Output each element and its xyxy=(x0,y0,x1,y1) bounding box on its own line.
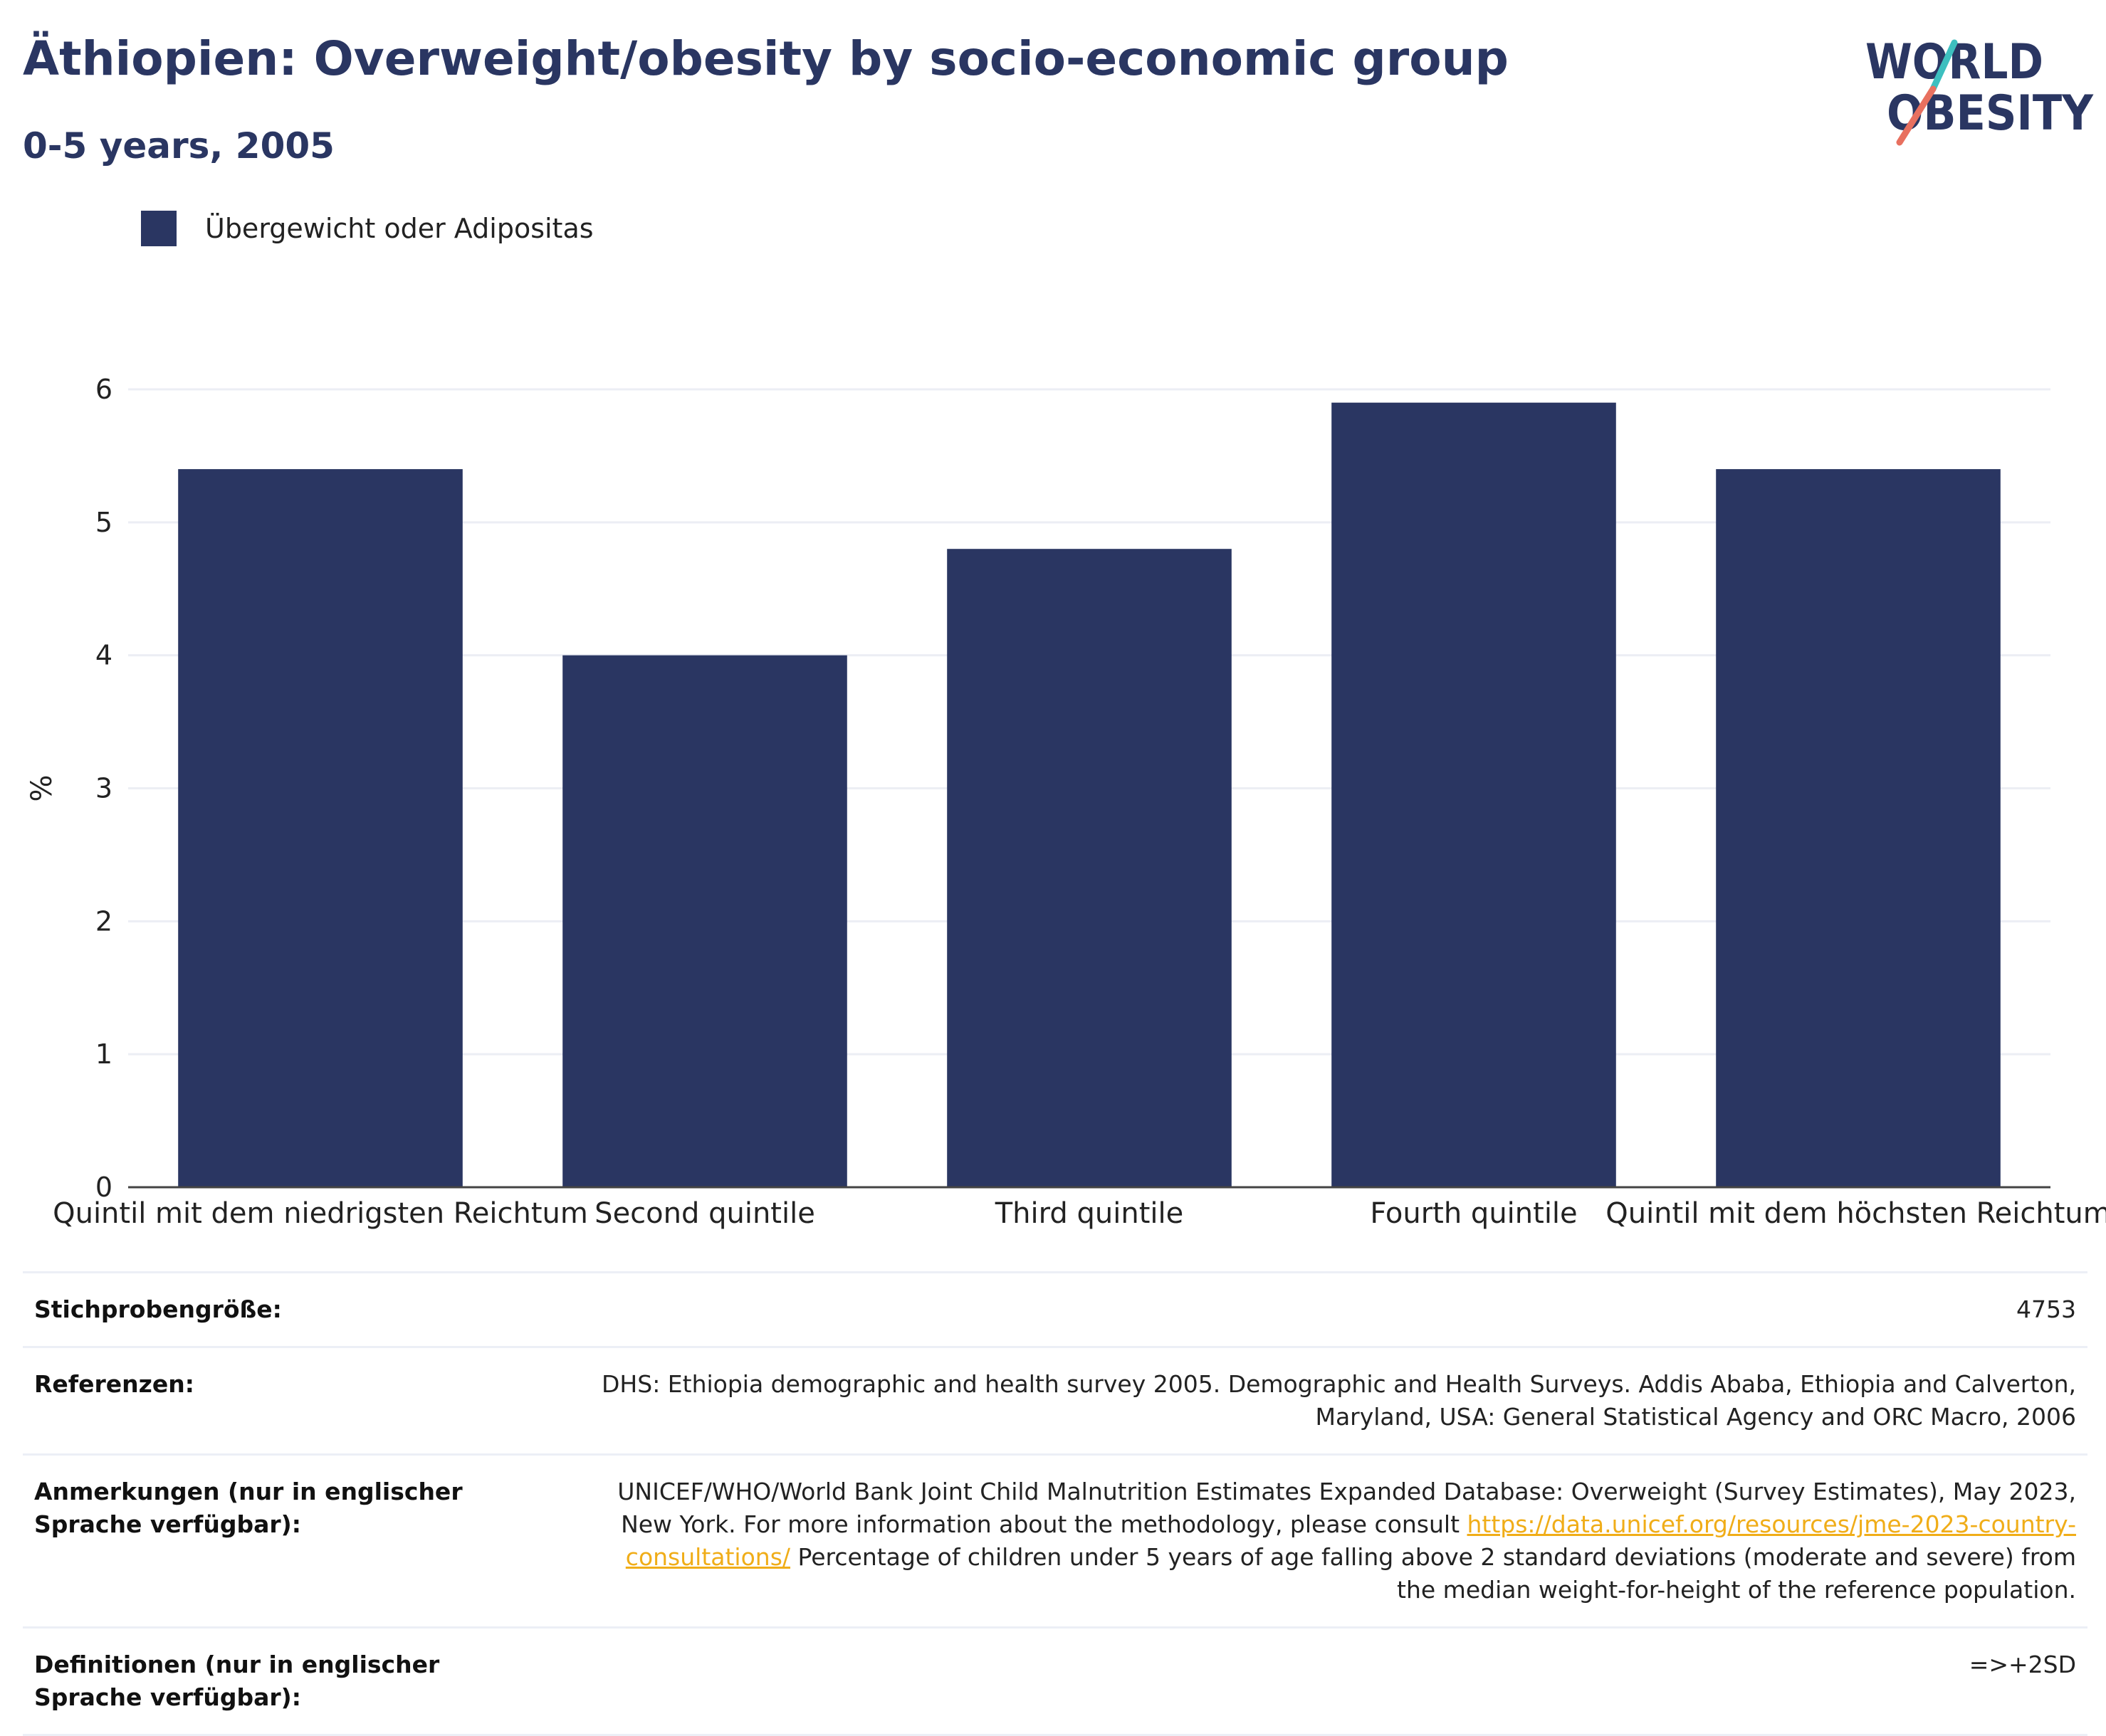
x-tick-label: Quintil mit dem höchsten Reichtum xyxy=(1605,1197,2106,1230)
info-row-label: Anmerkungen (nur in englischer Sprache v… xyxy=(34,1478,463,1538)
info-table: Stichprobengröße: 4753 Referenzen: DHS: Eth… xyxy=(23,1271,2087,1736)
methodology-link[interactable]: https://data.unicef.org/resources/jme-20… xyxy=(625,1510,2076,1571)
info-row-value: DHS: Ethiopia demographic and health sur… xyxy=(602,1370,2076,1431)
info-row: Anmerkungen (nur in englischer Sprache v… xyxy=(23,1453,2087,1626)
bar-chart: 0 1 2 3 4 5 6% Quintil mit dem niedrigsten Reic… xyxy=(26,374,2106,1230)
legend-swatch xyxy=(141,211,177,246)
y-tick-label: 6 xyxy=(95,374,112,405)
x-tick-label: Second quintile xyxy=(594,1197,815,1230)
logo-slash-coral xyxy=(1896,85,1937,146)
page-subtitle: 0-5 years, 2005 xyxy=(23,125,335,167)
y-axis-label: % xyxy=(26,774,58,801)
x-tick-label: Quintil mit dem niedrigsten Reichtum xyxy=(53,1197,588,1230)
y-tick-label: 5 xyxy=(95,507,112,538)
info-row-value: 4753 xyxy=(2016,1295,2076,1323)
info-row-value: =>+2SD xyxy=(1969,1651,2076,1678)
chart-legend[interactable]: Übergewicht oder Adipositas xyxy=(141,211,594,246)
bar xyxy=(1716,469,2001,1187)
logo-slash-teal xyxy=(1929,39,1958,93)
world-obesity-logo: WORLD OBESITY xyxy=(1865,34,2094,146)
y-tick-label: 3 xyxy=(95,773,112,804)
bar xyxy=(947,549,1232,1187)
y-tick-label: 2 xyxy=(95,905,112,937)
x-tick-label: Third quintile xyxy=(995,1197,1183,1230)
y-tick-label: 1 xyxy=(95,1038,112,1070)
info-row: Stichprobengröße: 4753 xyxy=(23,1271,2087,1346)
bar xyxy=(562,655,847,1187)
info-row: Definitionen (nur in englischer Sprache … xyxy=(23,1626,2087,1736)
info-row-label: Referenzen: xyxy=(34,1370,194,1398)
x-tick-label: Fourth quintile xyxy=(1370,1197,1577,1230)
legend-label: Übergewicht oder Adipositas xyxy=(205,213,594,244)
bar xyxy=(1331,402,1616,1187)
info-row-label: Stichprobengröße: xyxy=(34,1295,282,1323)
page-title: Äthiopien: Overweight/obesity by socio-e… xyxy=(23,31,1509,86)
info-row-label: Definitionen (nur in englischer Sprache … xyxy=(34,1651,440,1711)
y-tick-label: 0 xyxy=(95,1172,112,1203)
info-row-value: UNICEF/WHO/World Bank Joint Child Malnut… xyxy=(617,1478,2076,1604)
bar xyxy=(178,469,463,1187)
y-tick-label: 4 xyxy=(95,640,112,671)
info-row: Referenzen: DHS: Ethiopia demographic and… xyxy=(23,1346,2087,1453)
